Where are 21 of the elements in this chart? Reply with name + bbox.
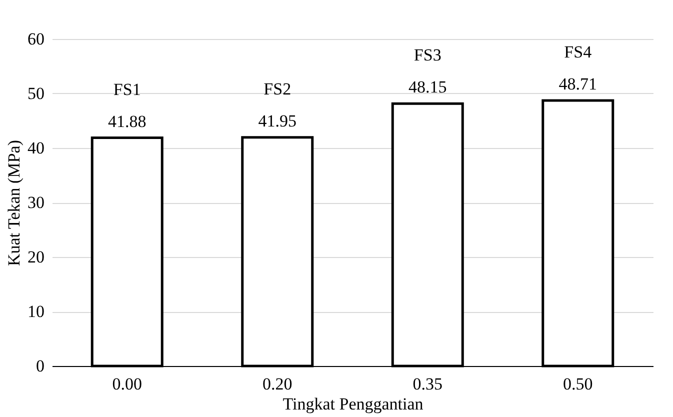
data-label: 41.88 (108, 112, 146, 131)
y-tick-label: 30 (28, 193, 44, 212)
y-tick-label: 20 (28, 248, 44, 266)
x-tick-label: 0.20 (262, 374, 292, 394)
y-tick-label: 60 (28, 30, 44, 48)
data-label: 41.95 (258, 111, 296, 130)
annotation: FS1 (113, 80, 141, 99)
y-tick-label: 50 (28, 84, 44, 103)
x-tick-label: 0.35 (412, 374, 442, 394)
annotation: FS4 (564, 42, 592, 62)
x-tick-label: 0.50 (563, 374, 593, 394)
annotation: FS2 (264, 79, 292, 98)
data-label: 48.15 (408, 78, 447, 97)
y-axis-title: Kuat Tekan (MPa) (4, 140, 24, 266)
annotation: FS3 (414, 46, 442, 65)
y-tick-label: 0 (36, 356, 44, 376)
y-tick-label: 10 (28, 302, 44, 321)
x-tick-label: 0.00 (112, 374, 142, 394)
y-tick-label: 40 (28, 138, 44, 158)
data-label: 48.71 (558, 74, 597, 94)
x-axis-title: Tingkat Penggantian (282, 394, 424, 414)
